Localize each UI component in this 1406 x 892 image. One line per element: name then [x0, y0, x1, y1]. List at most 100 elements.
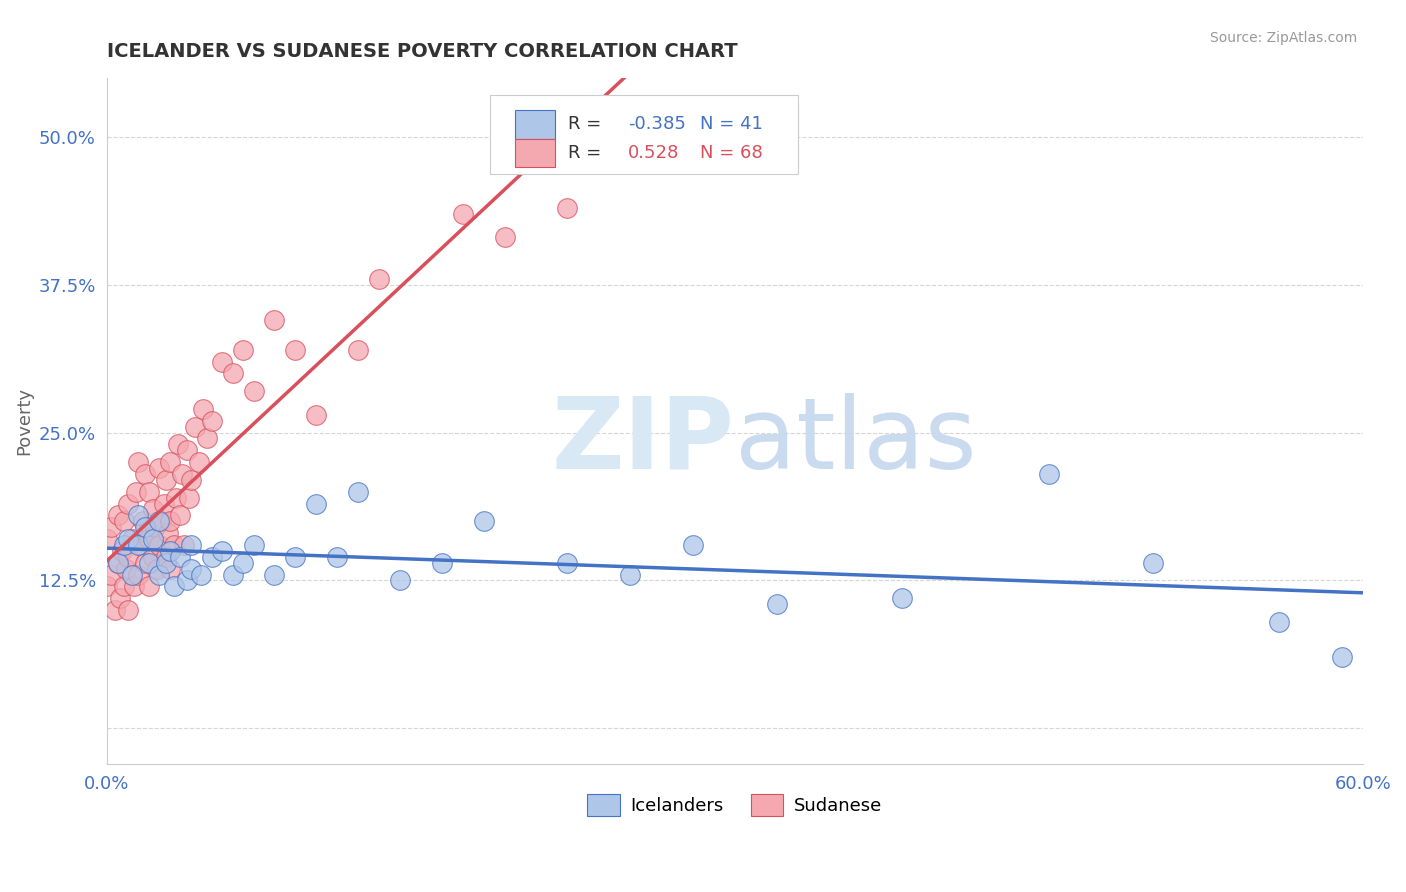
Point — [156, 526, 179, 541]
Point — [138, 532, 160, 546]
Text: Source: ZipAtlas.com: Source: ZipAtlas.com — [1209, 31, 1357, 45]
Point — [1268, 615, 1291, 629]
FancyBboxPatch shape — [515, 110, 555, 138]
FancyBboxPatch shape — [491, 95, 797, 174]
Point — [159, 561, 181, 575]
Point — [96, 579, 118, 593]
Point — [201, 414, 224, 428]
Point — [180, 561, 202, 575]
Text: ICELANDER VS SUDANESE POVERTY CORRELATION CHART: ICELANDER VS SUDANESE POVERTY CORRELATIO… — [107, 42, 738, 61]
Point — [165, 491, 187, 505]
Point — [176, 574, 198, 588]
Point — [284, 343, 307, 357]
Point — [112, 579, 135, 593]
Point — [211, 354, 233, 368]
Point — [129, 538, 152, 552]
Point — [111, 544, 134, 558]
Point — [117, 496, 139, 510]
Text: N = 68: N = 68 — [700, 145, 762, 162]
Point — [127, 538, 149, 552]
Point — [142, 502, 165, 516]
Point — [138, 484, 160, 499]
Text: atlas: atlas — [735, 392, 976, 490]
Point — [163, 538, 186, 552]
Point — [148, 514, 170, 528]
Point — [138, 556, 160, 570]
Point — [159, 514, 181, 528]
Text: ZIP: ZIP — [553, 392, 735, 490]
Point — [121, 532, 143, 546]
Point — [127, 508, 149, 523]
Text: -0.385: -0.385 — [628, 115, 686, 133]
Text: R =: R = — [568, 145, 613, 162]
Point — [127, 455, 149, 469]
Point — [135, 526, 157, 541]
Text: R =: R = — [568, 115, 607, 133]
Point — [150, 514, 173, 528]
Point — [891, 591, 914, 606]
Point — [221, 567, 243, 582]
Point — [557, 201, 579, 215]
Point — [125, 484, 148, 499]
Point — [159, 544, 181, 558]
Point — [201, 549, 224, 564]
Point — [107, 556, 129, 570]
Point — [169, 549, 191, 564]
Point — [172, 467, 194, 481]
Point — [347, 343, 370, 357]
Point — [188, 455, 211, 469]
Point — [100, 520, 122, 534]
Point — [177, 491, 200, 505]
FancyBboxPatch shape — [515, 138, 555, 168]
Point — [112, 514, 135, 528]
Point — [430, 556, 453, 570]
Point — [180, 473, 202, 487]
Point — [176, 443, 198, 458]
Point — [146, 561, 169, 575]
Point — [112, 538, 135, 552]
Point — [96, 532, 118, 546]
Point — [242, 538, 264, 552]
Point — [143, 520, 166, 534]
Point — [148, 461, 170, 475]
Point — [163, 579, 186, 593]
Point — [347, 484, 370, 499]
Point — [131, 514, 153, 528]
Point — [557, 556, 579, 570]
Point — [117, 532, 139, 546]
Point — [117, 549, 139, 564]
Point — [1038, 467, 1060, 481]
Point — [152, 496, 174, 510]
Point — [368, 271, 391, 285]
Point — [190, 567, 212, 582]
Point — [134, 556, 156, 570]
Point — [155, 473, 177, 487]
Point — [263, 567, 285, 582]
Point — [284, 549, 307, 564]
Point — [221, 367, 243, 381]
Point — [169, 508, 191, 523]
Point — [127, 567, 149, 582]
Point — [389, 574, 412, 588]
Point — [108, 591, 131, 606]
Point — [107, 508, 129, 523]
Point — [173, 538, 195, 552]
Point — [134, 467, 156, 481]
Point — [305, 496, 328, 510]
Point — [1330, 650, 1353, 665]
Point — [1142, 556, 1164, 570]
Point — [100, 567, 122, 582]
Point — [193, 401, 215, 416]
Point — [142, 532, 165, 546]
Point — [451, 207, 474, 221]
Point — [232, 343, 254, 357]
Point — [134, 520, 156, 534]
Point — [159, 455, 181, 469]
Point — [122, 579, 145, 593]
Text: N = 41: N = 41 — [700, 115, 762, 133]
Point — [148, 538, 170, 552]
Point — [263, 313, 285, 327]
Point — [115, 561, 138, 575]
Point — [148, 567, 170, 582]
Y-axis label: Poverty: Poverty — [15, 386, 32, 455]
